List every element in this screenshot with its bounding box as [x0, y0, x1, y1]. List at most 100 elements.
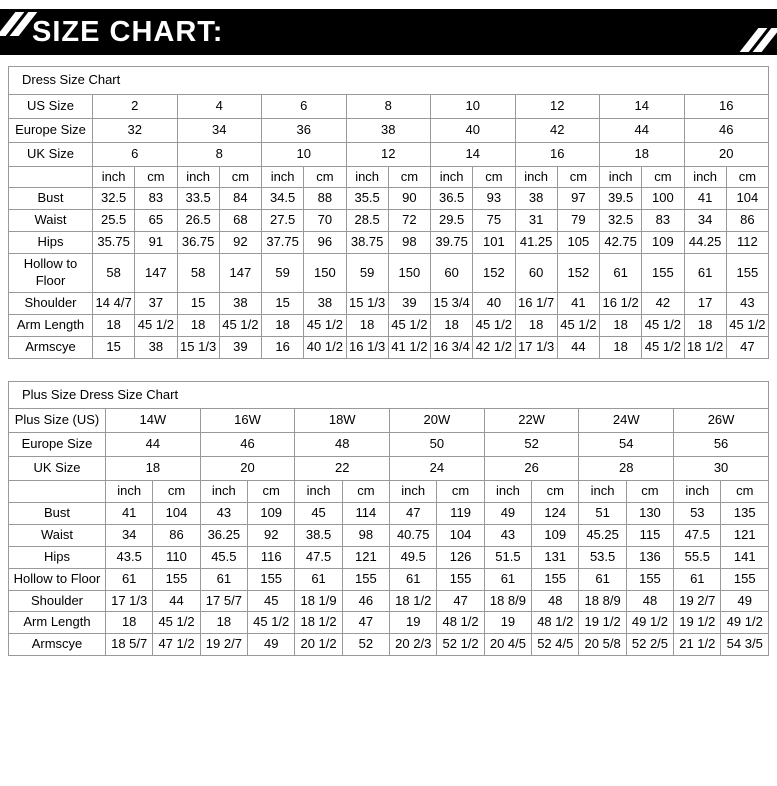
inch-value: 32.5	[91, 187, 136, 211]
row-label: Europe Size	[8, 117, 93, 143]
inch-value: 17 5/7	[199, 589, 249, 613]
inch-value: 27.5	[260, 209, 305, 233]
cm-value: 49	[247, 633, 296, 657]
unit-header: inch	[91, 165, 136, 189]
cm-value: 98	[341, 523, 391, 547]
inch-value: 47.5	[294, 545, 343, 569]
unit-header: cm	[625, 480, 675, 504]
size-value: 16	[514, 141, 600, 167]
cm-value: 110	[152, 545, 201, 569]
size-value: 26	[483, 456, 580, 482]
inch-value: 18 1/2	[389, 589, 438, 613]
inch-value: 42.75	[598, 231, 643, 255]
inch-value: 61	[683, 253, 727, 293]
inch-value: 15	[176, 291, 220, 315]
inch-value: 43	[199, 502, 249, 525]
cm-value: 105	[556, 231, 601, 255]
unit-header: cm	[303, 165, 347, 189]
cm-value: 124	[531, 502, 580, 525]
inch-value: 19 2/7	[199, 633, 249, 657]
unit-header: inch	[429, 165, 474, 189]
cm-value: 115	[625, 523, 675, 547]
inch-value: 18 8/9	[483, 589, 533, 613]
size-value: 12	[345, 141, 431, 167]
inch-value: 60	[514, 253, 558, 293]
cm-value: 45 1/2	[556, 313, 601, 337]
cm-value: 155	[247, 567, 296, 591]
inch-value: 35.75	[91, 231, 136, 255]
table-title-row: Dress Size Chart	[8, 66, 769, 95]
cm-value: 121	[720, 523, 769, 547]
cm-value: 42	[641, 291, 685, 315]
inch-value: 38	[514, 187, 558, 211]
inch-value: 18	[199, 611, 249, 635]
size-value: 40	[430, 117, 516, 143]
measure-row: Armscye 15 38 15 1/3 39 16 40 1/2 16 1/3 41 1/2 1…	[8, 335, 770, 359]
cm-value: 38	[134, 335, 178, 359]
inch-value: 41	[683, 187, 727, 211]
size-value: 14	[430, 141, 516, 167]
size-value: 36	[261, 117, 347, 143]
inch-value: 18 1/2	[294, 611, 343, 635]
cm-value: 136	[625, 545, 675, 569]
row-label: Arm Length	[8, 611, 106, 635]
size-value: 48	[294, 432, 391, 458]
inch-value: 36.5	[429, 187, 474, 211]
row-label: Waist	[8, 209, 93, 233]
unit-header: inch	[294, 480, 343, 504]
inch-value: 58	[176, 253, 220, 293]
cm-value: 45 1/2	[134, 313, 178, 337]
measure-row: Armscye 18 5/7 47 1/2 19 2/7 49 20 1/2 52 20 2/…	[8, 633, 769, 657]
size-row: Europe Size 44 46 48 50 52 54 56	[8, 432, 769, 458]
cm-value: 116	[247, 545, 296, 569]
cm-value: 44	[152, 589, 201, 613]
inch-value: 61	[483, 567, 533, 591]
cm-value: 97	[556, 187, 601, 211]
cm-value: 155	[625, 567, 675, 591]
inch-value: 61	[294, 567, 343, 591]
inch-value: 61	[199, 567, 249, 591]
cm-value: 49	[720, 589, 769, 613]
cm-value: 91	[134, 231, 178, 255]
cm-value: 52 4/5	[531, 633, 580, 657]
cm-value: 147	[134, 253, 178, 293]
row-label: Armscye	[8, 335, 93, 359]
unit-header: inch	[598, 165, 643, 189]
unit-header: cm	[218, 165, 263, 189]
size-row: US Size 2 4 6 8 10 12 14 16	[8, 93, 769, 119]
size-value: 12	[514, 93, 600, 119]
plus-size-dress-size-chart-body: Plus Size Dress Size Chart Plus Size (US)…	[8, 380, 769, 657]
row-label: Plus Size (US)	[8, 408, 106, 434]
size-value: 18	[599, 141, 685, 167]
inch-value: 43.5	[104, 545, 154, 569]
cm-value: 70	[303, 209, 347, 233]
inch-value: 16 1/2	[598, 291, 643, 315]
cm-value: 47	[436, 589, 485, 613]
cm-value: 83	[641, 209, 685, 233]
size-value: 10	[261, 141, 347, 167]
cm-value: 152	[556, 253, 601, 293]
cm-value: 45 1/2	[472, 313, 516, 337]
size-value: 22W	[483, 408, 580, 434]
unit-header: inch	[199, 480, 249, 504]
cm-value: 48	[531, 589, 580, 613]
inch-value: 29.5	[429, 209, 474, 233]
row-label: US Size	[8, 93, 93, 119]
inch-value: 51.5	[483, 545, 533, 569]
size-value: 34	[176, 117, 262, 143]
inch-value: 35.5	[345, 187, 389, 211]
inch-value: 59	[345, 253, 389, 293]
cm-value: 155	[641, 253, 685, 293]
cm-value: 96	[303, 231, 347, 255]
size-value: 18W	[294, 408, 391, 434]
inch-value: 45	[294, 502, 343, 525]
table-title-row: Plus Size Dress Size Chart	[8, 380, 769, 410]
size-value: 16	[683, 93, 769, 119]
unit-header: inch	[683, 165, 727, 189]
inch-value: 18 1/9	[294, 589, 343, 613]
size-value: 18	[105, 456, 201, 482]
size-value: 44	[105, 432, 201, 458]
cm-value: 86	[725, 209, 770, 233]
size-value: 24W	[578, 408, 675, 434]
cm-value: 155	[720, 567, 769, 591]
